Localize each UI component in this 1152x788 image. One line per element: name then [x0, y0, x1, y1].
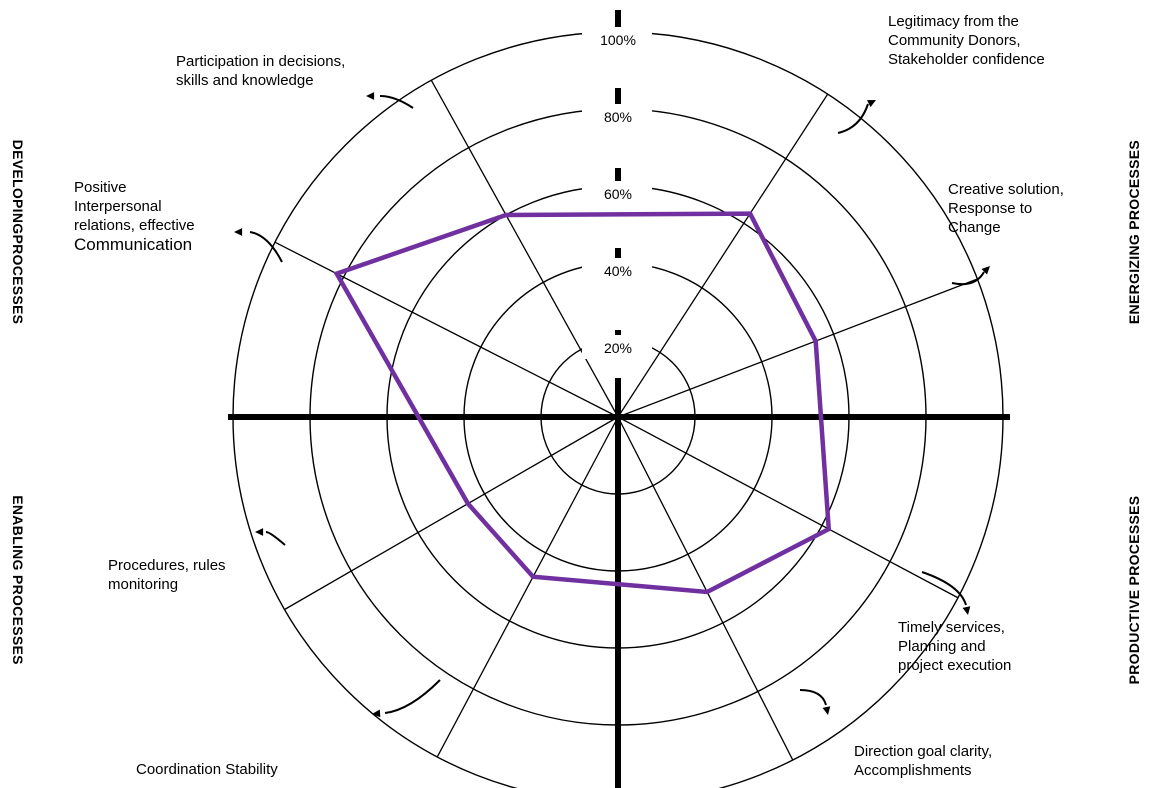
quadrant-label-developing: DEVELOPINGPROCESSES	[10, 139, 26, 325]
axis-arrow-6	[265, 531, 286, 546]
quadrant-label-energizing: ENERGIZING PROCESSES	[1126, 139, 1142, 325]
axis-arrowhead-6	[255, 528, 264, 536]
spoke-2	[617, 278, 978, 418]
ring-label-5: 100%	[600, 32, 636, 48]
axis-arrow-1	[837, 103, 869, 134]
axis-arrow-3	[921, 571, 967, 606]
axis-label-6: Procedures, rules monitoring	[108, 557, 226, 593]
axis-arrow-5	[384, 679, 441, 714]
ring-labels: 20% 40% 60% 80% 100%	[582, 27, 652, 359]
axis-arrowhead-3	[962, 606, 971, 615]
spoke-8	[430, 79, 619, 418]
axis-label-8: Participation in decisions, skills and k…	[176, 53, 346, 89]
axis-arrowhead-4	[822, 706, 831, 715]
series-point-6	[465, 501, 470, 506]
axis-arrow-2	[951, 271, 985, 286]
ring-label-bg-2	[582, 258, 652, 282]
axis-arrow-8	[379, 95, 414, 109]
series-point-1	[748, 211, 753, 216]
axis-label-2: Creative solution, Response to Change	[948, 181, 1064, 236]
axis-label-3: Timely services, Planning and project ex…	[898, 619, 1012, 674]
spoke-7	[274, 241, 619, 418]
ring-label-bg-3	[582, 181, 652, 205]
quadrant-label-productive: PRODUCTIVE PROCESSES	[1126, 495, 1142, 685]
ring-label-3: 60%	[604, 186, 632, 202]
spoke-4	[617, 416, 794, 761]
ring-label-bg-4	[582, 104, 652, 128]
radar-series	[333, 211, 832, 595]
axis-arrowhead-2	[981, 266, 990, 275]
axis-arrow-4	[799, 689, 827, 706]
series-point-8	[504, 212, 509, 217]
ring-label-1: 20%	[604, 340, 632, 356]
series-point-4	[705, 589, 710, 594]
series-point-7	[334, 271, 339, 276]
spoke-1	[617, 93, 829, 418]
axis-arrowhead-5	[372, 709, 381, 718]
axis-arrowhead-7	[234, 228, 243, 236]
ring-label-2: 40%	[604, 263, 632, 279]
axis-arrowhead-8	[366, 92, 375, 100]
quadrant-axes	[228, 10, 1010, 788]
axis-label-7: Positive Interpersonal relations, effect…	[74, 179, 195, 254]
series-point-2	[813, 339, 818, 344]
axis-label-1: Legitimacy from the Community Donors, St…	[888, 13, 1045, 68]
series-point-3	[826, 527, 831, 532]
quadrant-label-enabling: ENABLING PROCESSES	[10, 495, 26, 665]
spoke-3	[617, 416, 959, 599]
axis-arrows	[234, 92, 990, 718]
series-point-5	[531, 574, 536, 579]
axis-label-5: Coordination Stability	[136, 761, 278, 778]
ring-label-bg-5	[582, 27, 652, 51]
axis-arrowhead-1	[867, 100, 876, 108]
spoke-6	[284, 416, 619, 611]
axis-arrow-7	[249, 231, 283, 263]
radar-spokes	[274, 79, 978, 761]
spoke-5	[436, 416, 619, 758]
ring-label-4: 80%	[604, 109, 632, 125]
axis-label-4: Direction goal clarity, Accomplishments	[854, 743, 993, 779]
ring-label-bg-1	[582, 335, 652, 359]
